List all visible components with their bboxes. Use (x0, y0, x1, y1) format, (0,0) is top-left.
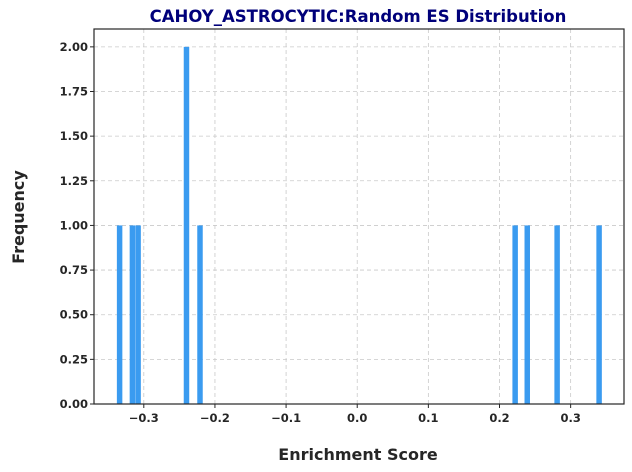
histogram-bar (129, 225, 136, 404)
y-tick-label: 0.25 (60, 352, 88, 366)
histogram-bar (554, 225, 560, 404)
x-axis-label: Enrichment Score (278, 445, 438, 464)
histogram-bar (183, 46, 190, 404)
histogram-bar (596, 225, 602, 404)
y-axis-label: Frequency (9, 170, 28, 264)
histogram-bar (116, 225, 123, 404)
histogram-bar (197, 225, 203, 404)
plot-frame (93, 28, 625, 405)
x-tick-label: −0.3 (129, 411, 159, 425)
x-axis-ticks: −0.3 −0.2 −0.1 0.0 0.1 0.2 0.3 (129, 404, 581, 425)
y-tick-label: 1.25 (60, 174, 88, 188)
histogram-bar (524, 225, 530, 404)
y-tick-label: 1.50 (60, 129, 88, 143)
chart-title: CAHOY_ASTROCYTIC:Random ES Distribution (150, 7, 567, 26)
histogram-bar (135, 225, 141, 404)
y-tick-label: 1.00 (60, 218, 88, 232)
x-tick-label: 0.1 (418, 411, 438, 425)
x-tick-label: 0.2 (489, 411, 509, 425)
grid-lines (94, 29, 624, 405)
y-tick-label: 2.00 (60, 40, 88, 54)
x-tick-label: 0.3 (560, 411, 580, 425)
y-tick-label: 1.75 (60, 85, 88, 99)
x-tick-label: −0.2 (200, 411, 230, 425)
y-tick-label: 0.00 (60, 397, 88, 411)
y-tick-label: 0.75 (60, 263, 88, 277)
y-tick-label: 0.50 (60, 308, 88, 322)
y-axis-ticks: 0.00 0.25 0.50 0.75 1.00 1.25 1.50 1.75 2.00 (60, 40, 94, 411)
histogram-bar (512, 225, 518, 404)
x-tick-label: 0.0 (347, 411, 367, 425)
histogram-bars (116, 46, 602, 404)
x-tick-label: −0.1 (271, 411, 301, 425)
